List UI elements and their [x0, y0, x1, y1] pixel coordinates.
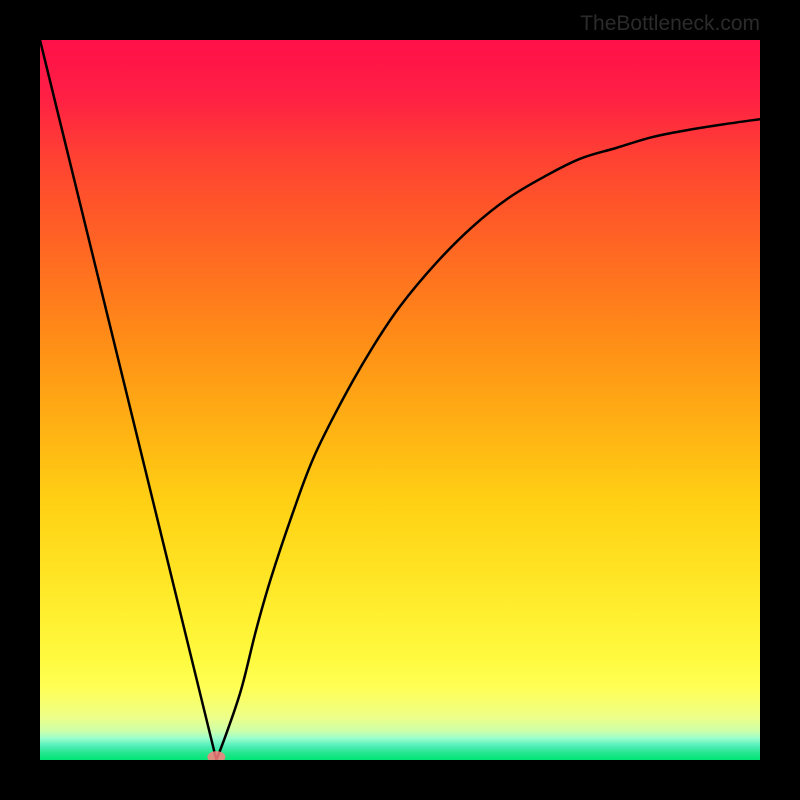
watermark-text: TheBottleneck.com	[580, 12, 760, 36]
chart-overlay	[40, 40, 760, 760]
chart-area	[40, 40, 760, 760]
bottleneck-curve	[40, 40, 760, 760]
min-marker	[207, 751, 225, 760]
